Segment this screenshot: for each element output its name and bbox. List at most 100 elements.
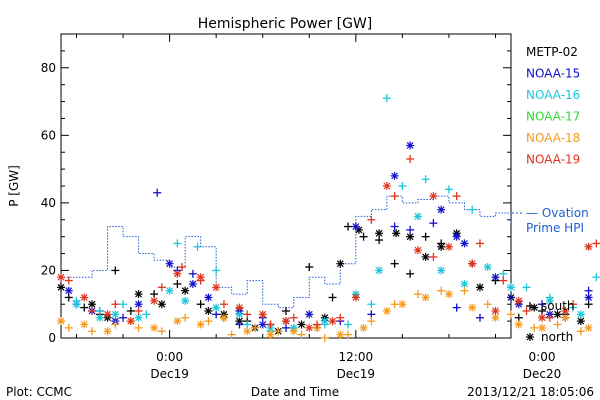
south-plus-marker <box>111 266 120 275</box>
north-star-marker <box>413 246 422 255</box>
marker-stroke <box>305 310 313 318</box>
north-star-marker <box>72 300 81 309</box>
south-plus-marker <box>390 300 399 309</box>
marker-stroke <box>360 324 368 332</box>
north-star-marker <box>444 290 453 299</box>
south-plus-marker <box>367 317 376 326</box>
y-axis: 0 20 40 60 80 <box>41 33 511 345</box>
north-star-marker <box>173 317 182 326</box>
south-plus-marker <box>212 310 221 319</box>
north-star-marker <box>126 317 135 326</box>
marker-stroke <box>538 324 546 332</box>
legend: METP-02 NOAA-15 NOAA-16 NOAA-17 NOAA-18 NOAA-… <box>512 45 589 344</box>
marker-stroke <box>437 267 445 274</box>
legend-south-label: south <box>541 299 575 313</box>
south-plus-marker <box>344 222 353 231</box>
marker-stroke <box>437 206 445 214</box>
south-plus-marker <box>328 293 337 302</box>
south-plus-marker <box>305 263 314 272</box>
south-plus-marker <box>507 310 515 319</box>
south-plus-marker <box>173 279 182 288</box>
south-plus-marker <box>64 293 73 302</box>
south-plus-marker <box>134 306 143 315</box>
marker-stroke <box>507 283 515 291</box>
x-tick-time-label: 0:00 <box>156 350 183 364</box>
north-star-marker <box>165 259 174 268</box>
legend-ovation-line1: — Ovation <box>526 206 589 220</box>
south-plus-marker <box>530 323 539 332</box>
north-star-marker <box>57 317 65 326</box>
south-plus-marker <box>460 286 469 295</box>
north-star-marker <box>468 259 477 268</box>
marker-stroke <box>173 270 181 278</box>
south-plus-marker <box>437 286 446 295</box>
south-plus-marker <box>219 300 228 309</box>
south-plus-marker <box>227 330 236 339</box>
marker-stroke <box>150 324 158 332</box>
north-star-marker <box>382 182 391 190</box>
marker-stroke <box>57 273 65 281</box>
north-star-marker <box>429 192 438 201</box>
south-plus-marker <box>126 306 135 315</box>
north-star-marker <box>111 310 120 319</box>
marker-stroke <box>352 294 360 301</box>
north-star-marker <box>235 310 244 319</box>
south-plus-marker <box>522 306 531 315</box>
north-star-marker <box>336 259 345 268</box>
north-star-marker <box>258 310 267 319</box>
north-star-marker <box>157 300 166 309</box>
marker-stroke <box>515 297 523 305</box>
marker-stroke <box>406 142 414 149</box>
marker-stroke <box>515 321 523 328</box>
north-star-marker <box>266 330 275 339</box>
x-axis-label: Date and Time <box>251 385 339 399</box>
south-plus-marker <box>282 306 290 315</box>
marker-stroke <box>383 182 391 190</box>
south-plus-marker <box>382 94 391 103</box>
north-star-marker <box>561 306 570 315</box>
south-plus-marker <box>282 323 290 332</box>
south-plus-marker <box>444 185 453 194</box>
south-plus-marker <box>375 236 384 245</box>
north-star-marker <box>553 310 562 319</box>
marker-stroke <box>355 226 363 234</box>
south-plus-marker <box>188 269 197 278</box>
south-plus-marker <box>173 239 182 248</box>
south-plus-marker <box>111 300 120 309</box>
north-star-marker <box>243 327 252 336</box>
marker-stroke <box>259 321 267 328</box>
y-tick-label: 40 <box>41 196 56 210</box>
north-star-marker <box>320 317 329 326</box>
marker-stroke <box>538 314 546 322</box>
south-plus-marker <box>429 252 438 261</box>
marker-stroke <box>422 253 430 261</box>
marker-stroke <box>181 287 189 295</box>
marker-stroke <box>321 317 329 325</box>
north-star-marker <box>134 290 143 299</box>
marker-stroke <box>135 300 143 308</box>
marker-stroke <box>585 294 593 301</box>
north-star-marker <box>95 313 104 322</box>
south-plus-marker <box>398 182 407 190</box>
south-plus-marker <box>514 313 523 322</box>
south-plus-marker <box>80 303 89 312</box>
marker-stroke <box>204 307 212 315</box>
marker-stroke <box>392 229 400 237</box>
marker-stroke <box>267 331 274 339</box>
marker-stroke <box>336 331 344 339</box>
marker-stroke <box>414 212 422 220</box>
south-plus-marker <box>204 317 213 326</box>
x-tick-time-label: 0:00 <box>529 350 556 364</box>
south-plus-marker <box>569 300 578 309</box>
south-plus-marker <box>413 290 422 299</box>
north-star-marker <box>80 293 89 302</box>
marker-stroke <box>173 317 181 325</box>
marker-stroke <box>80 321 88 328</box>
south-plus-marker <box>499 269 508 278</box>
south-plus-marker <box>545 313 554 322</box>
plot-frame <box>60 33 512 339</box>
north-star-marker <box>452 232 461 241</box>
marker-stroke <box>236 310 243 318</box>
north-star-marker <box>282 317 290 326</box>
north-star-marker <box>398 300 407 309</box>
